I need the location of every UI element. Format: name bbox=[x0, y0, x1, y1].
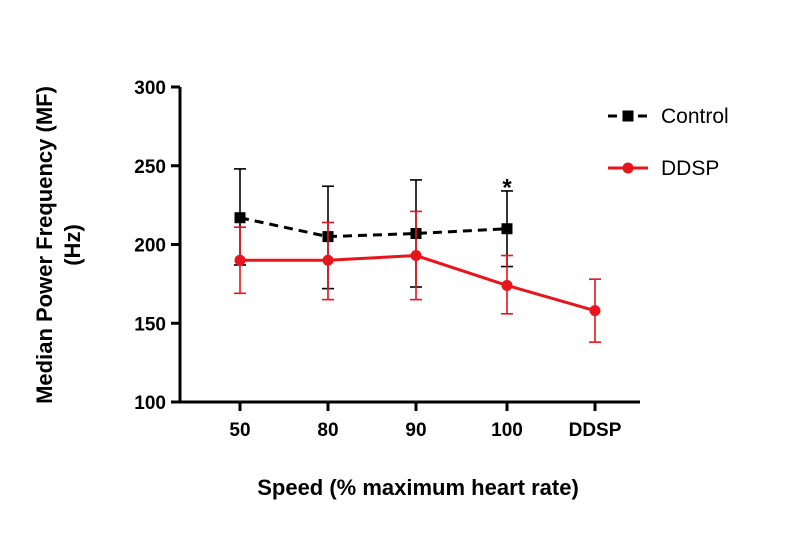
y-tick-label: 100 bbox=[134, 393, 166, 414]
data-point bbox=[234, 254, 246, 266]
legend-item-ddsp: DDSP bbox=[608, 157, 719, 180]
series-line bbox=[239, 216, 508, 239]
data-point bbox=[234, 212, 246, 224]
x-tick-label: 90 bbox=[405, 420, 426, 441]
y-tick-label: 300 bbox=[134, 78, 166, 99]
data-point bbox=[501, 223, 513, 235]
data-point bbox=[501, 279, 513, 291]
y-tick-label: 250 bbox=[134, 157, 166, 178]
significance-marker: * bbox=[502, 174, 512, 201]
legend-marker bbox=[622, 162, 634, 174]
y-tick-label: 200 bbox=[134, 236, 166, 257]
series-line bbox=[240, 254, 596, 313]
legend-label: Control bbox=[661, 105, 729, 128]
data-point bbox=[322, 254, 334, 266]
x-tick-label: DDSP bbox=[569, 420, 622, 441]
x-tick-label: 50 bbox=[229, 420, 250, 441]
x-tick-label: 80 bbox=[317, 420, 338, 441]
x-tick-label: 100 bbox=[491, 420, 523, 441]
legend-label: DDSP bbox=[661, 157, 719, 180]
legend-item-control: Control bbox=[608, 105, 729, 128]
y-axis-title-line2: (Hz) bbox=[60, 224, 85, 266]
axes: 100 150 200 250 300 50 80 90 100 DDSP bbox=[134, 78, 640, 441]
legend-marker bbox=[622, 110, 634, 122]
series-control bbox=[234, 168, 513, 290]
y-axis-title-line1: Median Power Frequency (MF) bbox=[32, 86, 57, 404]
legend: Control DDSP bbox=[608, 105, 729, 180]
data-point bbox=[410, 250, 422, 262]
series-ddsp bbox=[234, 210, 601, 343]
series-layer: * bbox=[234, 168, 601, 343]
y-tick-label: 150 bbox=[134, 314, 166, 335]
x-axis-title: Speed (% maximum heart rate) bbox=[257, 475, 579, 500]
data-point bbox=[589, 305, 601, 317]
